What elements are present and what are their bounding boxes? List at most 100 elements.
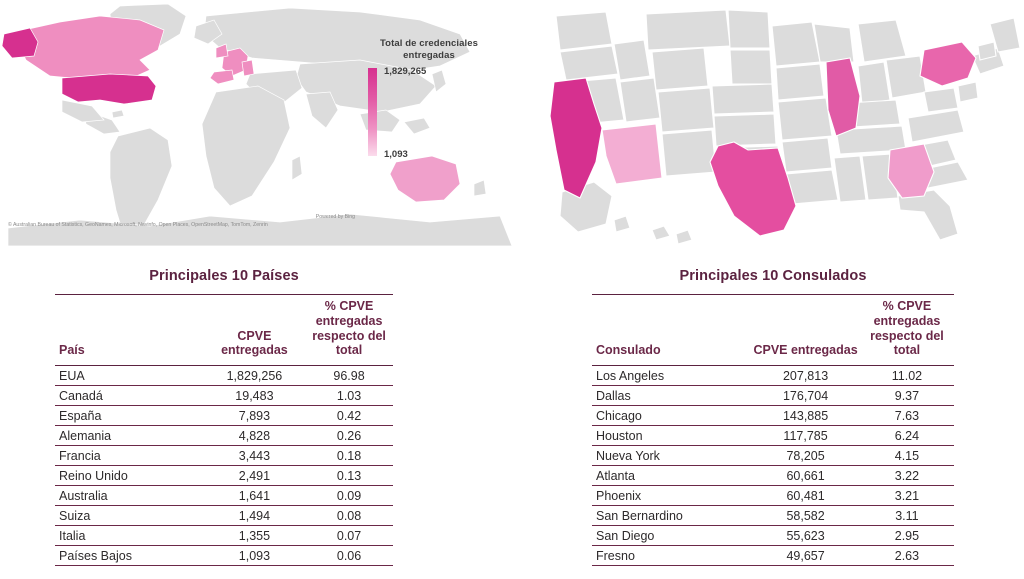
state-texas xyxy=(709,141,797,237)
state-georgia xyxy=(887,143,935,199)
country-row-name: EUA xyxy=(55,365,204,386)
table-row: Houston 117,785 6.24 xyxy=(592,425,954,446)
table-row: Phoenix 60,481 3.21 xyxy=(592,485,954,506)
countries-table-body: EUA 1,829,256 96.98 Canadá 19,483 1.03 España 7… xyxy=(55,365,393,566)
world-legend-max-value: 1,829,265 xyxy=(384,65,427,77)
consulate-row-count: 58,582 xyxy=(751,505,860,526)
country-row-count: 1,829,256 xyxy=(203,365,306,386)
world-map-graphic[interactable] xyxy=(0,0,520,250)
consulate-row-count: 176,704 xyxy=(751,385,860,406)
country-row-pct: 0.18 xyxy=(305,445,393,466)
consulate-row-count: 117,785 xyxy=(751,425,860,446)
world-map-data-sources: © Australian Bureau of Statistics, GeoNa… xyxy=(8,221,268,228)
country-row-name: Francia xyxy=(55,445,204,466)
consulates-table-head: Consulado CPVE entregadas % CPVE entrega… xyxy=(592,294,954,366)
region-usa xyxy=(61,73,157,105)
country-row-count: 1,355 xyxy=(203,525,306,546)
region-australia xyxy=(389,155,461,203)
state-new-york xyxy=(919,41,977,87)
country-row-pct: 0.06 xyxy=(305,545,393,566)
table-row: Alemania 4,828 0.26 xyxy=(55,425,393,446)
table-row: Chicago 143,885 7.63 xyxy=(592,405,954,426)
consulate-row-count: 60,661 xyxy=(751,465,860,486)
consulates-table-block: Principales 10 Consulados Consulado CPVE… xyxy=(592,268,954,566)
consulate-row-pct: 3.21 xyxy=(859,485,954,506)
consulate-row-pct: 2.63 xyxy=(859,545,954,566)
region-uk xyxy=(215,43,229,59)
consulate-row-name: Los Angeles xyxy=(592,365,752,386)
table-row: EUA 1,829,256 96.98 xyxy=(55,365,393,386)
consulate-row-name: Nueva York xyxy=(592,445,752,466)
consulate-row-count: 143,885 xyxy=(751,405,860,426)
usa-map-panel: Total de credenciales entregadas 207,813… xyxy=(520,0,1024,250)
world-map-legend: Total de credenciales entregadas 1,829,2… xyxy=(360,38,510,160)
region-italy xyxy=(241,59,255,77)
consulates-table: Consulado CPVE entregadas % CPVE entrega… xyxy=(592,294,954,566)
country-row-count: 7,893 xyxy=(203,405,306,426)
state-arizona xyxy=(601,123,663,185)
country-row-pct: 0.08 xyxy=(305,505,393,526)
region-canada xyxy=(17,15,165,81)
countries-table: País CPVE entregadas % CPVE entregadas r… xyxy=(55,294,393,566)
table-row: Atlanta 60,661 3.22 xyxy=(592,465,954,486)
table-row: Países Bajos 1,093 0.06 xyxy=(55,545,393,566)
country-row-count: 1,093 xyxy=(203,545,306,566)
consulate-row-pct: 2.95 xyxy=(859,525,954,546)
country-row-name: Canadá xyxy=(55,385,204,406)
consulate-row-name: Dallas xyxy=(592,385,752,406)
consulate-row-count: 207,813 xyxy=(751,365,860,386)
consulate-row-pct: 9.37 xyxy=(859,385,954,406)
consulate-row-name: Fresno xyxy=(592,545,752,566)
world-legend-min-value: 1,093 xyxy=(384,148,408,160)
consulate-row-name: Chicago xyxy=(592,405,752,426)
consulate-row-pct: 4.15 xyxy=(859,445,954,466)
consulates-table-body: Los Angeles 207,813 11.02 Dallas 176,704 9.37… xyxy=(592,365,954,566)
country-row-name: Italia xyxy=(55,525,204,546)
country-row-name: Suiza xyxy=(55,505,204,526)
table-row: Australia 1,641 0.09 xyxy=(55,485,393,506)
countries-table-title: Principales 10 Países xyxy=(149,268,299,284)
country-row-name: Australia xyxy=(55,485,204,506)
country-row-pct: 0.42 xyxy=(305,405,393,426)
consulates-header-row: Consulado CPVE entregadas % CPVE entrega… xyxy=(592,294,954,366)
table-row: Fresno 49,657 2.63 xyxy=(592,545,954,566)
country-row-name: Países Bajos xyxy=(55,545,204,566)
consulate-row-pct: 7.63 xyxy=(859,405,954,426)
world-map-panel: Total de credenciales entregadas 1,829,2… xyxy=(0,0,520,250)
countries-table-head: País CPVE entregadas % CPVE entregadas r… xyxy=(55,294,393,366)
world-highlighted-regions xyxy=(1,15,461,203)
world-landmass-base xyxy=(7,3,513,247)
countries-table-block: Principales 10 Países País CPVE entregad… xyxy=(55,268,393,566)
country-row-pct: 0.13 xyxy=(305,465,393,486)
consulate-row-pct: 11.02 xyxy=(859,365,954,386)
table-row: San Diego 55,623 2.95 xyxy=(592,525,954,546)
table-row: Italia 1,355 0.07 xyxy=(55,525,393,546)
country-row-name: España xyxy=(55,405,204,426)
table-row: Suiza 1,494 0.08 xyxy=(55,505,393,526)
table-row: Francia 3,443 0.18 xyxy=(55,445,393,466)
usa-map-graphic[interactable] xyxy=(520,0,1024,250)
country-row-count: 2,491 xyxy=(203,465,306,486)
world-legend-title: Total de credenciales entregadas xyxy=(379,38,479,61)
consulate-row-pct: 3.11 xyxy=(859,505,954,526)
table-row: Nueva York 78,205 4.15 xyxy=(592,445,954,466)
country-row-pct: 0.07 xyxy=(305,525,393,546)
table-row: Dallas 176,704 9.37 xyxy=(592,385,954,406)
table-row: Reino Unido 2,491 0.13 xyxy=(55,465,393,486)
country-row-name: Alemania xyxy=(55,425,204,446)
country-row-pct: 0.26 xyxy=(305,425,393,446)
region-spain xyxy=(209,69,235,85)
state-california xyxy=(549,77,603,199)
table-row: San Bernardino 58,582 3.11 xyxy=(592,505,954,526)
consulates-header-name: Consulado xyxy=(596,343,661,358)
world-legend-gradient-bar xyxy=(368,67,377,156)
countries-header-pct: % CPVE entregadas respecto del total xyxy=(312,299,386,358)
consulate-row-name: San Diego xyxy=(592,525,752,546)
world-map-attribution: Powered by Bing © Australian Bureau of S… xyxy=(8,214,358,230)
consulates-table-title: Principales 10 Consulados xyxy=(679,268,867,284)
country-row-count: 19,483 xyxy=(203,385,306,406)
world-legend-body: 1,829,265 1,093 xyxy=(360,65,510,160)
country-row-count: 3,443 xyxy=(203,445,306,466)
consulate-row-name: Atlanta xyxy=(592,465,752,486)
